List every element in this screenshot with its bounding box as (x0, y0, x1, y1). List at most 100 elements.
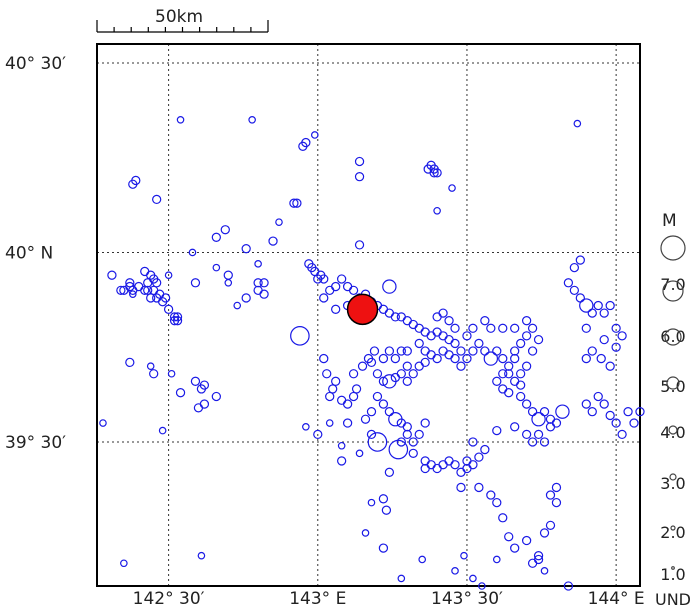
earthquake-marker (478, 582, 486, 590)
earthquake-marker (516, 338, 526, 349)
earthquake-marker (587, 407, 597, 417)
earthquake-marker (545, 490, 556, 500)
legend-label: 5.0 (660, 377, 685, 396)
map-frame (96, 43, 641, 587)
earthquake-marker (167, 369, 176, 378)
earthquake-marker (581, 323, 591, 333)
earthquake-marker (337, 441, 346, 450)
earthquake-marker (510, 376, 520, 386)
earthquake-marker (199, 399, 210, 409)
earthquake-marker (351, 384, 362, 394)
earthquake-marker (573, 119, 582, 128)
earthquake-marker (188, 248, 197, 257)
earthquake-marker (569, 262, 580, 273)
earthquake-marker (211, 232, 221, 242)
earthquake-marker (516, 380, 526, 390)
earthquake-marker (587, 346, 597, 356)
earthquake-marker (533, 334, 544, 345)
scale-bar-label: 50km (155, 7, 203, 27)
earthquake-marker (319, 353, 329, 364)
earthquake-marker (388, 439, 409, 460)
earthquake-marker (384, 346, 395, 356)
earthquake-marker (469, 574, 477, 583)
earthquake-marker (563, 581, 574, 591)
earthquake-marker (510, 323, 520, 333)
earthquake-marker (575, 255, 585, 265)
earthquake-marker (348, 391, 359, 402)
earthquake-marker (527, 346, 538, 356)
earthquake-marker (444, 334, 454, 345)
earthquake-marker (193, 403, 204, 413)
earthquake-marker (275, 218, 283, 226)
earthquake-marker (563, 278, 574, 288)
earthquake-marker (426, 160, 436, 170)
earthquake-marker (253, 285, 263, 296)
earthquake-marker (420, 346, 430, 356)
earthquake-marker (480, 444, 490, 455)
legend-label: 4.0 (660, 423, 685, 442)
earthquake-marker (504, 388, 514, 398)
earthquake-marker (107, 270, 117, 280)
earthquake-marker (397, 574, 406, 583)
earthquake-marker (510, 346, 520, 356)
earthquake-marker (545, 422, 556, 432)
earthquake-marker (629, 418, 639, 428)
earthquake-marker (223, 270, 233, 280)
earthquake-marker (579, 298, 594, 313)
earthquake-marker (438, 346, 448, 356)
earthquake-marker (540, 567, 549, 575)
earthquake-marker (331, 376, 341, 386)
earthquake-marker (116, 285, 126, 296)
earthquake-marker (233, 301, 242, 310)
longitude-labels: 142° 30′ 143° E 143° 30′ 144° E (133, 589, 645, 608)
earthquake-marker (456, 482, 466, 493)
earthquake-marker (396, 346, 406, 356)
earthquake-marker (539, 528, 550, 538)
earthquake-marker (492, 497, 502, 508)
longitude-label: 142° 30′ (133, 589, 205, 608)
earthquake-marker (426, 460, 436, 470)
earthquake-marker (551, 418, 562, 428)
earthquake-marker (444, 316, 454, 326)
earthquake-marker (99, 419, 107, 427)
earthquake-marker (120, 559, 128, 568)
earthquake-marker (599, 308, 609, 318)
legend-circle (660, 235, 686, 261)
earthquake-marker (157, 297, 168, 307)
earthquake-marker (378, 399, 389, 409)
earthquake-marker (331, 304, 341, 314)
earthquake-marker (420, 327, 430, 337)
earthquake-marker (539, 407, 550, 417)
legend-circle (664, 328, 682, 346)
earthquake-marker (301, 137, 311, 148)
earthquake-marker (241, 244, 251, 254)
legend-circle (671, 566, 675, 570)
earthquake-marker (521, 316, 532, 326)
earthquake-marker (396, 437, 406, 447)
earthquake-marker (483, 351, 499, 366)
earthquake-marker (408, 448, 418, 458)
earthquake-marker (357, 361, 368, 371)
earthquake-marker (268, 236, 278, 246)
earthquake-marker (527, 437, 538, 447)
legend-circle (669, 473, 677, 481)
earthquake-marker (492, 346, 502, 356)
legend-label: 2.0 (660, 523, 685, 542)
magnitude-legend: M 7.0 6.0 5.0 4.0 3.0 2.0 1.0 UND (655, 211, 691, 608)
earthquake-marker (369, 346, 380, 356)
earthquake-marker (342, 281, 353, 292)
earthquake-marker (176, 116, 185, 124)
earthquake-marker (569, 285, 580, 296)
earthquake-marker (402, 422, 412, 432)
earthquake-marker (468, 323, 478, 333)
longitude-label: 144° E (588, 589, 645, 608)
latitude-labels: 40° 30′ 40° N 39° 30′ (5, 54, 66, 453)
legend-label: 6.0 (660, 327, 685, 346)
earthquake-marker (516, 369, 526, 379)
earthquake-marker (197, 551, 206, 560)
earthquake-marker (152, 194, 162, 205)
earthquake-marker (474, 482, 484, 493)
earthquake-marker (384, 467, 395, 477)
earthquake-marker (510, 422, 520, 432)
